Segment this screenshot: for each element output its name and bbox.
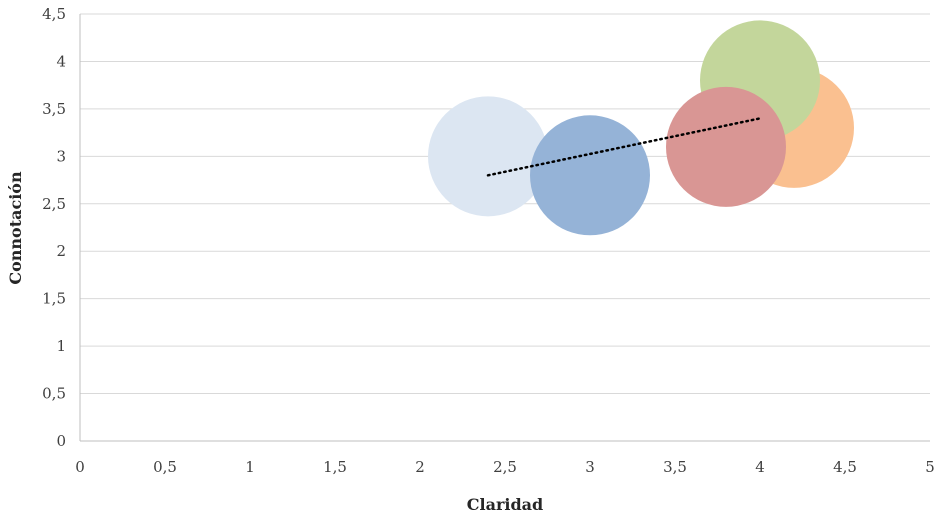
y-tick-label: 3 [56, 147, 66, 165]
y-axis-title: Connotación [6, 171, 25, 285]
axes-layer [79, 14, 930, 442]
y-tick-label: 0 [56, 432, 66, 450]
label-layer: 0 0,5 1 1,5 2 2,5 3 3,5 4 4,5 0 0,5 1 1,5 2 2,5 3 3,5 4 4,5… [42, 5, 935, 476]
bubble [666, 86, 786, 207]
x-tick-label: 5 [925, 458, 935, 476]
y-tick-label: 2 [56, 242, 66, 260]
x-tick-label: 3 [585, 458, 595, 476]
x-tick-label: 4,5 [833, 458, 857, 476]
y-tick-label: 0,5 [42, 385, 66, 403]
y-tick-label: 3,5 [42, 100, 66, 118]
y-tick-label: 4,5 [42, 5, 66, 23]
y-tick-label: 4 [56, 52, 66, 70]
x-tick-label: 2,5 [493, 458, 517, 476]
bubble-layer [428, 20, 854, 236]
x-tick-label: 3,5 [663, 458, 687, 476]
y-tick-label: 1,5 [42, 290, 66, 308]
bubble [530, 115, 650, 236]
trend-layer [486, 117, 762, 177]
x-tick-label: 0,5 [153, 458, 177, 476]
x-tick-label: 0 [75, 458, 85, 476]
y-tick-label: 1 [56, 337, 66, 355]
x-tick-label: 2 [415, 458, 425, 476]
y-tick-label: 2,5 [42, 195, 66, 213]
x-tick-label: 1,5 [323, 458, 347, 476]
x-tick-label: 1 [245, 458, 255, 476]
x-axis-title: Claridad [467, 495, 543, 514]
bubble [428, 96, 548, 217]
trendline [486, 117, 762, 177]
x-tick-label: 4 [755, 458, 765, 476]
